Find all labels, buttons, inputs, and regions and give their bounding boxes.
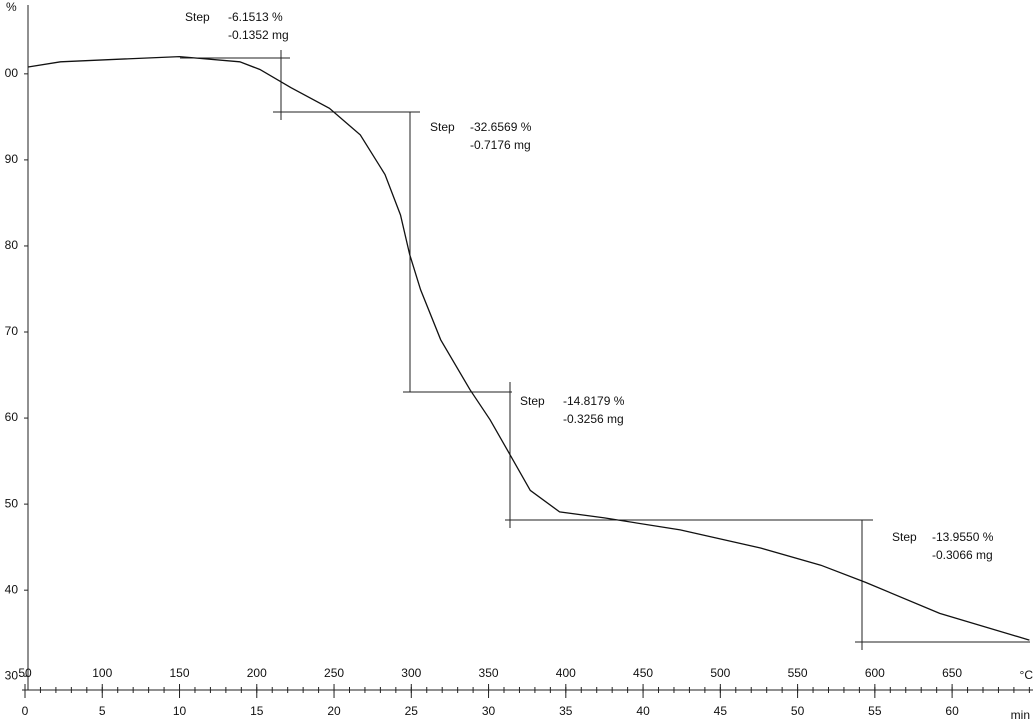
x-tick-label: 25 bbox=[405, 704, 419, 718]
step-label: Step bbox=[430, 120, 455, 134]
y-tick-label: 60 bbox=[5, 410, 19, 424]
x-tick-label: 10 bbox=[173, 704, 187, 718]
x2-tick-label: 350 bbox=[479, 666, 499, 680]
tga-curve bbox=[27, 55, 1030, 641]
x2-tick-label: 650 bbox=[942, 666, 962, 680]
step-mass: -0.1352 mg bbox=[228, 28, 289, 42]
y-tick-label: 30 bbox=[5, 668, 19, 682]
x-tick-label: 55 bbox=[868, 704, 882, 718]
x2-tick-label: 250 bbox=[324, 666, 344, 680]
x-axis-label: min bbox=[1011, 708, 1030, 722]
step-percent: -13.9550 % bbox=[932, 530, 994, 544]
x2-tick-label: 500 bbox=[710, 666, 730, 680]
x-tick-label: 30 bbox=[482, 704, 496, 718]
x-tick-label: 20 bbox=[327, 704, 341, 718]
x-tick-label: 35 bbox=[559, 704, 573, 718]
step-label: Step bbox=[185, 10, 210, 24]
x-tick-label: 45 bbox=[714, 704, 728, 718]
x2-tick-label: 600 bbox=[865, 666, 885, 680]
step-mass: -0.7176 mg bbox=[470, 138, 531, 152]
y-tick-label: 70 bbox=[5, 324, 19, 338]
step-mass: -0.3066 mg bbox=[932, 548, 993, 562]
step-mass: -0.3256 mg bbox=[563, 412, 624, 426]
y-tick-label: 00 bbox=[5, 66, 19, 80]
x2-tick-label: 200 bbox=[247, 666, 267, 680]
x2-tick-label: 100 bbox=[92, 666, 112, 680]
x-tick-label: 60 bbox=[945, 704, 959, 718]
step-percent: -14.8179 % bbox=[563, 394, 625, 408]
x-tick-label: 40 bbox=[636, 704, 650, 718]
x2-axis-label: °C bbox=[1020, 668, 1034, 682]
x-tick-label: 5 bbox=[99, 704, 106, 718]
y-tick-label: 80 bbox=[5, 238, 19, 252]
x2-tick-label: 50 bbox=[18, 666, 32, 680]
step-lines bbox=[180, 50, 1030, 650]
x2-tick-label: 400 bbox=[556, 666, 576, 680]
y-axis-label: % bbox=[6, 0, 17, 14]
step-percent: -6.1513 % bbox=[228, 10, 283, 24]
step-label: Step bbox=[892, 530, 917, 544]
x-tick-label: 50 bbox=[791, 704, 805, 718]
x2-tick-label: 150 bbox=[170, 666, 190, 680]
x2-tick-label: 450 bbox=[633, 666, 653, 680]
y-tick-label: 50 bbox=[5, 496, 19, 510]
x-tick-label: 0 bbox=[22, 704, 29, 718]
x2-tick-label: 550 bbox=[788, 666, 808, 680]
x-tick-label: 15 bbox=[250, 704, 264, 718]
step-label: Step bbox=[520, 394, 545, 408]
x2-tick-label: 300 bbox=[401, 666, 421, 680]
step-percent: -32.6569 % bbox=[470, 120, 532, 134]
y-tick-label: 40 bbox=[5, 582, 19, 596]
y-tick-label: 90 bbox=[5, 152, 19, 166]
